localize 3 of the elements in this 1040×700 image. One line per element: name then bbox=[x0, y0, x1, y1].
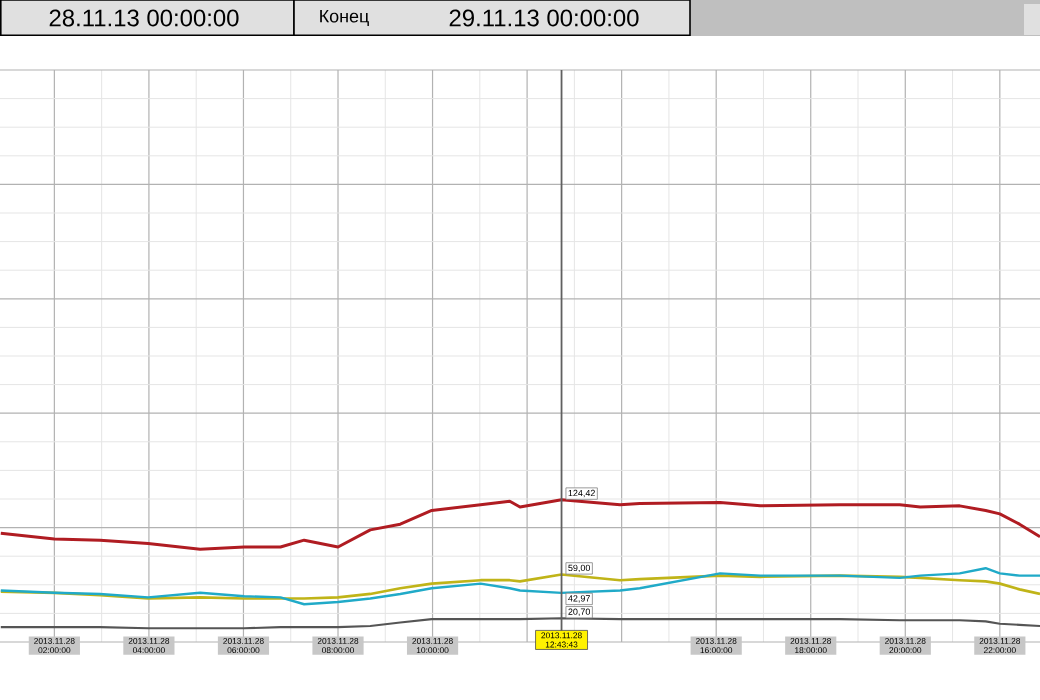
text: Конец bbox=[320, 10, 369, 26]
text: 29.11.13 00:00:00 bbox=[449, 9, 639, 27]
text: 28.11.13 00:00:00 bbox=[49, 9, 239, 27]
